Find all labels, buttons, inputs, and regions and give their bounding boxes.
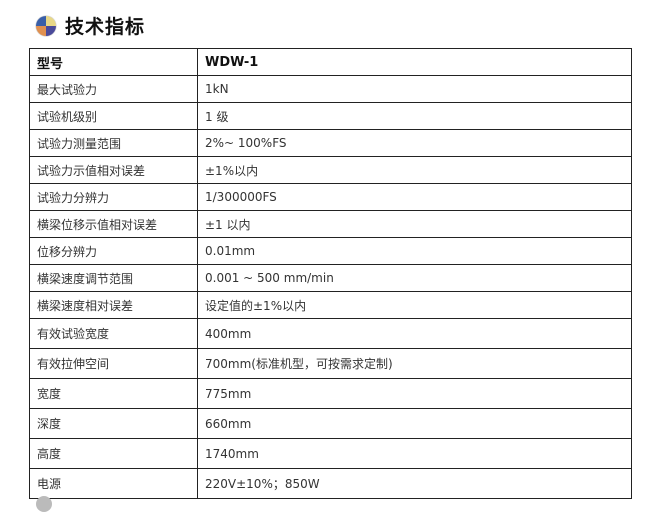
four-color-ball-icon	[36, 15, 56, 36]
spec-value: 1/300000FS	[197, 183, 632, 211]
spec-value: 0.01mm	[197, 237, 632, 265]
section-title: 技术指标	[36, 12, 145, 39]
spec-label: 深度	[29, 408, 198, 439]
spec-label: 横梁速度相对误差	[29, 291, 198, 319]
table-row: 位移分辨力 0.01mm	[29, 237, 632, 265]
table-row: 横梁速度调节范围 0.001 ~ 500 mm/min	[29, 264, 632, 292]
spec-value: 400mm	[197, 318, 632, 349]
spec-value: 2%~ 100%FS	[197, 129, 632, 157]
spec-value: 0.001 ~ 500 mm/min	[197, 264, 632, 292]
spec-label: 有效拉伸空间	[29, 348, 198, 379]
spec-label: 型号	[29, 48, 198, 76]
spec-value: 1kN	[197, 75, 632, 103]
spec-value: 220V±10%；850W	[197, 468, 632, 499]
page-title: 技术指标	[65, 16, 146, 38]
table-row: 宽度 775mm	[29, 378, 632, 409]
spec-label: 电源	[29, 468, 198, 499]
spec-value: 775mm	[197, 378, 632, 409]
spec-value: ±1 以内	[197, 210, 632, 238]
table-row: 有效试验宽度 400mm	[29, 318, 632, 349]
spec-table: 型号 WDW-1 最大试验力 1kN 试验机级别 1 级试验力测量范围 2%~ 100%FS…	[29, 48, 632, 499]
spec-label: 高度	[29, 438, 198, 469]
spec-value: 1740mm	[197, 438, 632, 469]
spec-value: 设定值的±1%以内	[197, 291, 632, 319]
spec-value: 660mm	[197, 408, 632, 439]
table-row: 电源 220V±10%；850W	[29, 468, 632, 499]
spec-label: 位移分辨力	[29, 237, 198, 265]
table-row: 横梁位移示值相对误差 ±1 以内	[29, 210, 632, 238]
spec-label: 试验力示值相对误差	[29, 156, 198, 184]
ball-icon	[36, 496, 52, 512]
spec-value: WDW-1	[197, 48, 632, 76]
table-row: 有效拉伸空间 700mm(标准机型，可按需求定制)	[29, 348, 632, 379]
spec-value: 700mm(标准机型，可按需求定制)	[197, 348, 632, 379]
table-row: 试验力测量范围 2%~ 100%FS	[29, 129, 632, 157]
spec-label: 试验力分辨力	[29, 183, 198, 211]
spec-label: 有效试验宽度	[29, 318, 198, 349]
spec-label: 试验机级别	[29, 102, 198, 130]
spec-label: 宽度	[29, 378, 198, 409]
table-row: 型号 WDW-1	[29, 48, 632, 76]
spec-value: ±1%以内	[197, 156, 632, 184]
table-row: 试验力示值相对误差 ±1%以内	[29, 156, 632, 184]
spec-label: 最大试验力	[29, 75, 198, 103]
table-row: 试验机级别 1 级	[29, 102, 632, 130]
spec-label: 横梁速度调节范围	[29, 264, 198, 292]
spec-value: 1 级	[197, 102, 632, 130]
spec-label: 试验力测量范围	[29, 129, 198, 157]
table-row: 高度 1740mm	[29, 438, 632, 469]
table-row: 横梁速度相对误差 设定值的±1%以内	[29, 291, 632, 319]
spec-label: 横梁位移示值相对误差	[29, 210, 198, 238]
table-row: 最大试验力 1kN	[29, 75, 632, 103]
table-row: 试验力分辨力 1/300000FS	[29, 183, 632, 211]
table-row: 深度 660mm	[29, 408, 632, 439]
